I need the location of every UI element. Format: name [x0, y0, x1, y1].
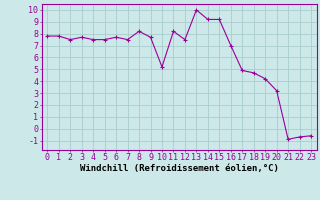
X-axis label: Windchill (Refroidissement éolien,°C): Windchill (Refroidissement éolien,°C) — [80, 164, 279, 173]
